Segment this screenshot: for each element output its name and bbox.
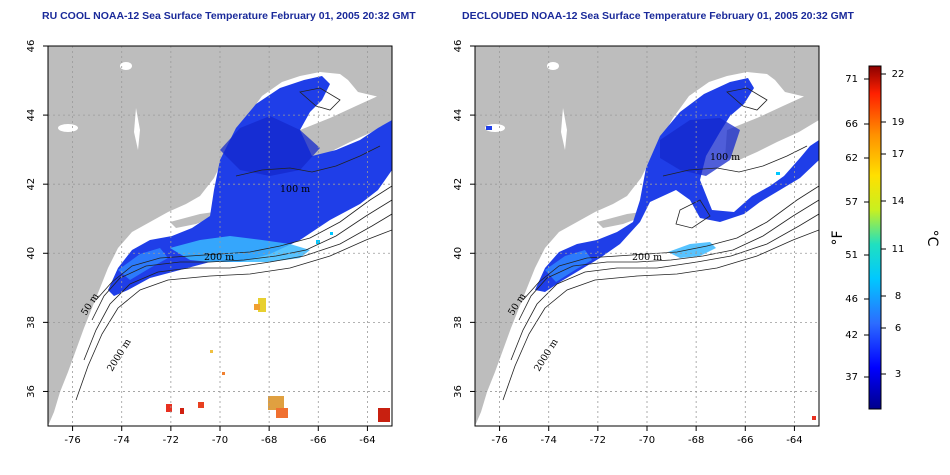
lat-tick-label: 42 (26, 178, 37, 191)
celsius-tick-label: 6 (895, 323, 901, 334)
lat-lon-grid (48, 46, 392, 426)
fahrenheit-unit-label: °F (830, 230, 846, 245)
celsius-tick-label: 3 (895, 369, 901, 380)
fahrenheit-tick-label: 62 (845, 153, 858, 164)
lat-lon-grid (475, 46, 819, 426)
nova-scotia (725, 94, 819, 160)
lon-tick-label: -70 (212, 435, 228, 446)
sst-field-warm (170, 236, 310, 262)
temperature-colorbar: 37 42 46 51 57 62 66 71 3 6 8 11 14 17 19 22 °F °C (830, 65, 940, 410)
contour-label-200m: 200 m (204, 252, 234, 263)
lon-tick-label: -74 (541, 435, 557, 446)
sst-field-shelf (545, 250, 592, 282)
fahrenheit-tick-label: 51 (845, 250, 858, 261)
lon-tick-label: -72 (163, 435, 179, 446)
celsius-tick-label: 8 (895, 291, 901, 302)
right-panel-title: DECLOUDED NOAA-12 Sea Surface Temperatur… (462, 10, 854, 22)
depth-contours (75, 87, 392, 401)
lat-tick-label: 36 (26, 385, 37, 398)
celsius-unit-label: °C (924, 230, 940, 247)
land-mass (475, 46, 819, 426)
contour-label-200m: 200 m (632, 252, 662, 263)
lat-tick-label: 36 (453, 385, 464, 398)
sst-field-deep (660, 118, 740, 176)
left-panel-title: RU COOL NOAA-12 Sea Surface Temperature … (42, 10, 416, 22)
fahrenheit-tick-label: 46 (845, 294, 858, 305)
sst-field-deep (220, 116, 320, 176)
celsius-tick-label: 17 (892, 149, 905, 160)
left-map-panel: 50 m 100 m 200 m 2000 m -76 -74 -72 -70 -68-… (26, 40, 393, 446)
lon-tick-label: -76 (64, 435, 80, 446)
left-axis-ticks: -76 -74 -72 -70 -68 -66 -64 36 38 40 42 44 46 (26, 40, 376, 446)
lat-tick-label: 38 (453, 316, 464, 329)
lat-tick-label: 40 (26, 247, 37, 260)
lon-tick-label: -76 (491, 435, 507, 446)
sst-field-cold (535, 78, 819, 292)
lat-tick-label: 38 (26, 316, 37, 329)
contour-label-100m: 100 m (710, 152, 740, 163)
lon-tick-label: -64 (359, 435, 375, 446)
depth-contours (502, 87, 819, 401)
sst-field-warm (668, 242, 716, 258)
lon-tick-label: -66 (737, 435, 753, 446)
lon-tick-label: -68 (261, 435, 277, 446)
lon-tick-label: -66 (310, 435, 326, 446)
celsius-tick-label: 19 (892, 117, 905, 128)
lat-tick-label: 40 (453, 247, 464, 260)
colorbar-celsius-ticks: 3 6 8 11 14 17 19 22 (881, 69, 904, 380)
sst-field-shelf (118, 248, 168, 280)
lon-tick-label: -68 (688, 435, 704, 446)
fahrenheit-tick-label: 57 (845, 197, 858, 208)
land-mass (48, 46, 392, 426)
lat-tick-label: 44 (26, 109, 37, 122)
lon-tick-label: -74 (114, 435, 130, 446)
contour-label-100m: 100 m (280, 184, 310, 195)
right-axis-ticks: -76 -74 -72 -70 -68 -66 -64 36 38 40 42 44 46 (453, 40, 803, 446)
celsius-tick-label: 11 (892, 244, 905, 255)
colorbar-fahrenheit-ticks: 37 42 46 51 57 62 66 71 (845, 74, 869, 383)
sst-field-cold (108, 76, 392, 296)
right-map-panel: 50 m 100 m 200 m 2000 m -76 -74 -72 -70 -68-… (453, 40, 820, 446)
lon-tick-label: -64 (786, 435, 802, 446)
fahrenheit-tick-label: 42 (845, 330, 858, 341)
fahrenheit-tick-label: 71 (845, 74, 858, 85)
lon-tick-label: -70 (639, 435, 655, 446)
lon-tick-label: -72 (590, 435, 606, 446)
lat-tick-label: 46 (26, 40, 37, 53)
nova-scotia (298, 94, 392, 160)
fahrenheit-tick-label: 66 (845, 119, 858, 130)
long-island (170, 212, 214, 228)
lat-tick-label: 46 (453, 40, 464, 53)
celsius-tick-label: 22 (892, 69, 905, 80)
sst-speckles (486, 126, 816, 420)
celsius-tick-label: 14 (892, 196, 905, 207)
long-island (597, 212, 641, 228)
colorbar-gradient (868, 65, 882, 410)
lat-tick-label: 42 (453, 178, 464, 191)
lat-tick-label: 44 (453, 109, 464, 122)
fahrenheit-tick-label: 37 (845, 372, 858, 383)
